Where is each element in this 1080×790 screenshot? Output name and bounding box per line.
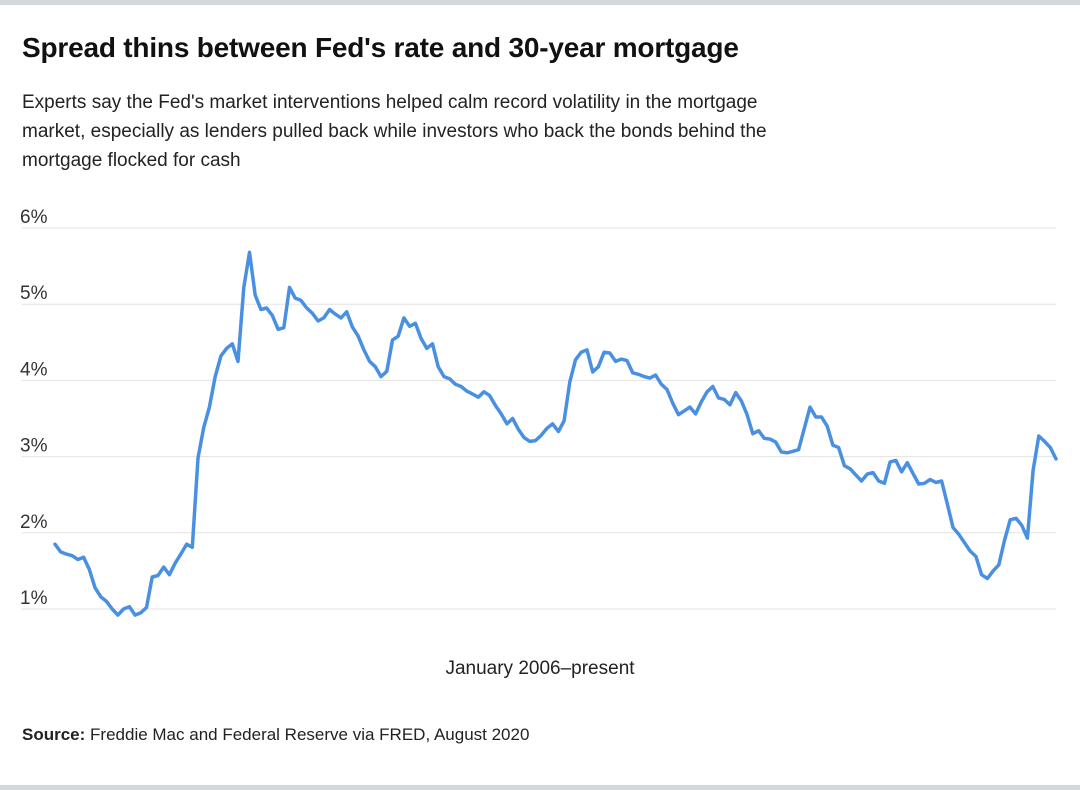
chart-title: Spread thins between Fed's rate and 30-y…	[22, 32, 739, 63]
y-tick-label: 6%	[20, 207, 48, 228]
grid-lines	[22, 227, 1056, 610]
top-rule	[0, 0, 1080, 5]
y-tick-label: 2%	[20, 512, 48, 533]
chart-subtitle: Experts say the Fed's market interventio…	[22, 92, 767, 171]
bottom-rule	[0, 785, 1080, 790]
x-axis-label: January 2006–present	[445, 658, 635, 679]
series-line	[53, 250, 1058, 617]
source-note: Source: Freddie Mac and Federal Reserve …	[22, 725, 529, 745]
series-layer	[53, 250, 1058, 617]
y-tick-label: 4%	[20, 359, 48, 380]
y-tick-label: 1%	[20, 588, 48, 609]
y-tick-label: 5%	[20, 283, 48, 304]
source-label: Source:	[22, 725, 86, 744]
source-text: Freddie Mac and Federal Reserve via FRED…	[90, 725, 530, 744]
y-axis-ticks: 6% 5% 4% 3% 2% 1%	[20, 207, 48, 609]
line-chart: 6% 5% 4% 3% 2% 1% January 2006–present	[20, 207, 1058, 679]
y-tick-label: 3%	[20, 436, 48, 457]
